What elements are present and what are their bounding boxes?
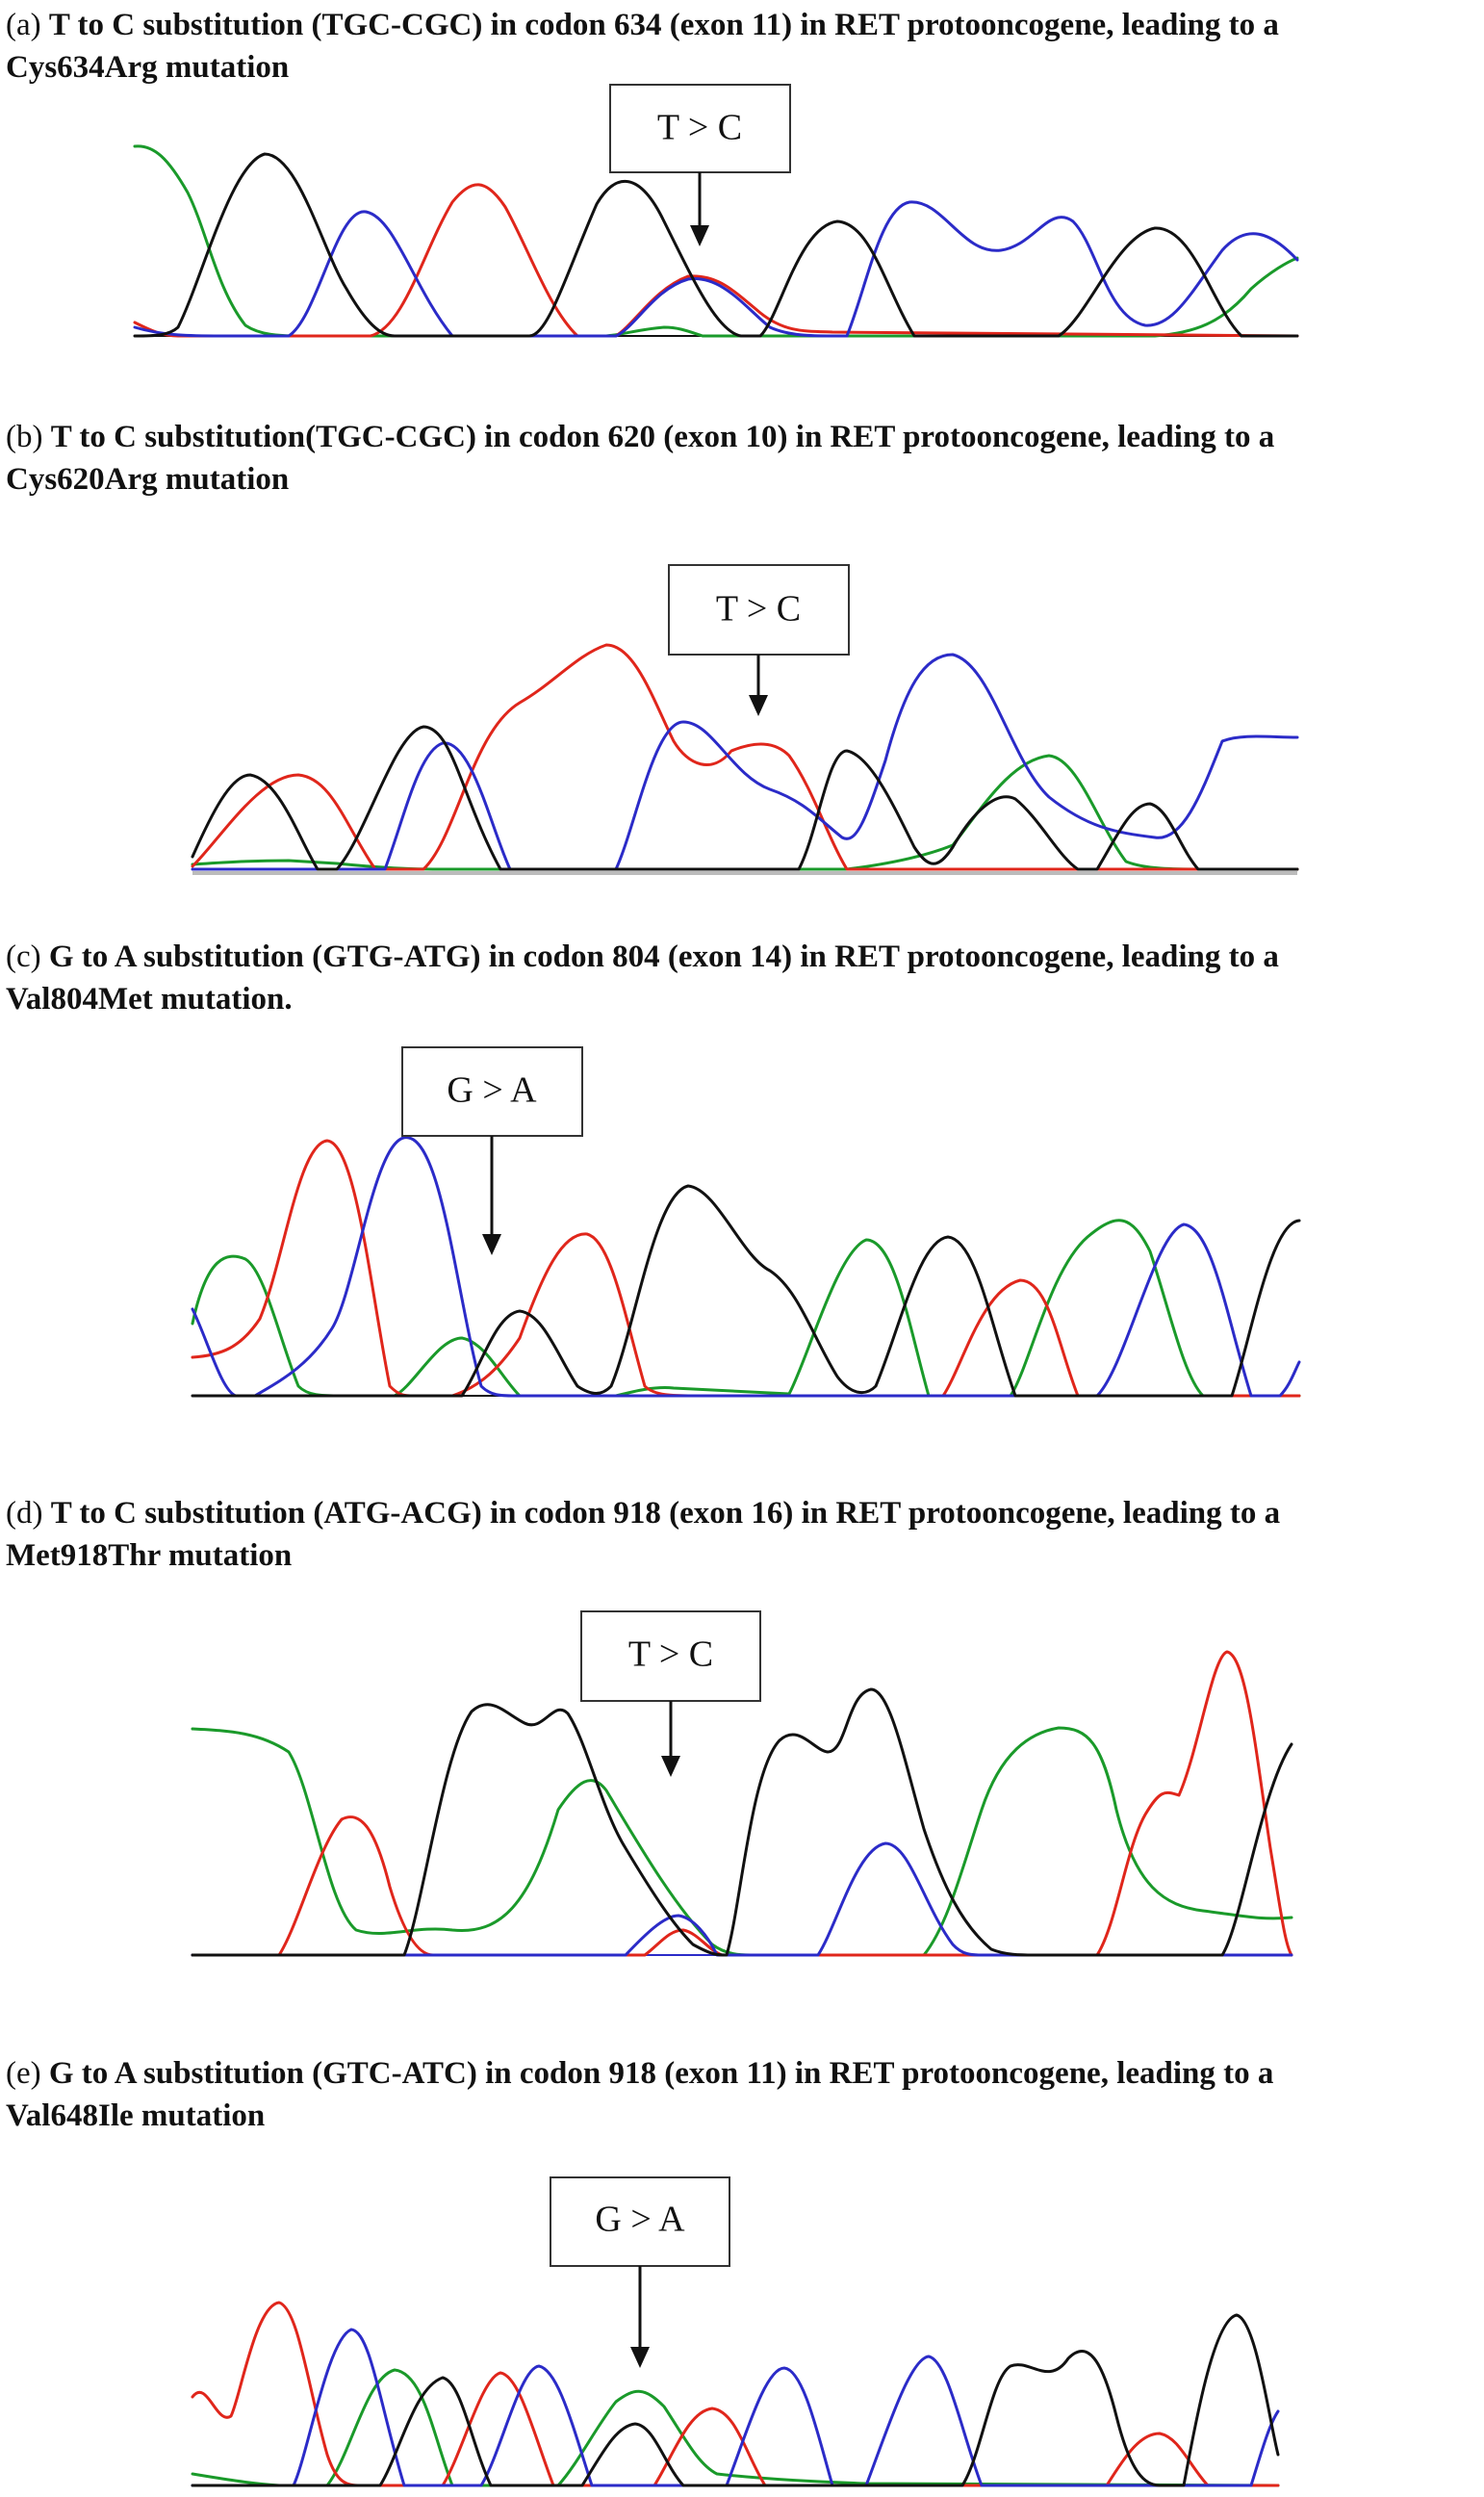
- panel-c-caption-line1: G to A substitution (GTG-ATG) in codon 8…: [48, 940, 1279, 974]
- panel-c-arrow-head: [482, 1234, 501, 1255]
- panel-b-caption: (b) T to C substitution(TGC-CGC) in codo…: [6, 416, 1478, 501]
- panel-a-caption-line1: T to C substitution (TGC-CGC) in codon 6…: [48, 8, 1279, 42]
- panel-e-label: (e): [6, 2056, 41, 2091]
- panel-b-arrow-head: [749, 695, 768, 716]
- panel-d-caption-line2: Met918Thr mutation: [6, 1538, 293, 1573]
- panel-c-caption-line2: Val804Met mutation.: [6, 982, 293, 1017]
- panel-e-trace-a: [191, 2368, 1280, 2487]
- panel-b-trace-g: [191, 725, 1299, 871]
- panel-c: (c) G to A substitution (GTG-ATG) in cod…: [0, 886, 1484, 1425]
- panel-a-trace-c: [133, 200, 1299, 338]
- panel-a-caption-line2: Cys634Arg mutation: [6, 50, 290, 85]
- panel-d-trace-g: [191, 1687, 1293, 1957]
- panel-c-chromatogram: G > A: [191, 1046, 1301, 1398]
- panel-a-trace-t: [133, 183, 1299, 338]
- panel-c-trace-g: [191, 1184, 1301, 1398]
- panel-c-label: (c): [6, 940, 41, 974]
- panel-e-callout-box: [550, 2176, 730, 2267]
- panel-a-chromatogram: T > C: [133, 84, 1299, 338]
- panel-e-trace-c: [191, 2328, 1280, 2487]
- panel-b-callout-text: T > C: [716, 589, 801, 630]
- panel-b-trace-t: [191, 643, 1299, 871]
- panel-a-callout-text: T > C: [657, 108, 742, 148]
- panel-c-caption: (c) G to A substitution (GTG-ATG) in cod…: [6, 936, 1478, 1020]
- panel-a-callout-box: [609, 84, 791, 173]
- panel-d-caption-line1: T to C substitution (ATG-ACG) in codon 9…: [50, 1496, 1281, 1531]
- panel-b-trace-c: [191, 653, 1299, 871]
- panel-a-label: (a): [6, 8, 41, 42]
- panel-d-callout-text: T > C: [628, 1635, 713, 1675]
- panel-c-callout-box: [401, 1046, 583, 1137]
- panel-a-caption: (a) T to C substitution (TGC-CGC) in cod…: [6, 4, 1478, 89]
- panel-d-caption: (d) T to C substitution (ATG-ACG) in cod…: [6, 1492, 1478, 1577]
- panel-e: (e) G to A substitution (GTC-ATC) in cod…: [0, 1973, 1484, 2497]
- panel-b-label: (b): [6, 420, 43, 454]
- panel-b-caption-line1: T to C substitution(TGC-CGC) in codon 62…: [50, 420, 1275, 454]
- panel-c-trace-t: [191, 1139, 1301, 1398]
- panel-c-trace-c: [191, 1136, 1301, 1398]
- panel-d-trace-a: [191, 1726, 1293, 1957]
- panel-a: (a) T to C substitution (TGC-CGC) in cod…: [0, 0, 1484, 385]
- panel-e-arrow-head: [630, 2347, 650, 2368]
- panel-e-trace-t: [191, 2301, 1280, 2487]
- panel-b-chromatogram: T > C: [191, 564, 1299, 875]
- panel-b: (b) T to C substitution(TGC-CGC) in codo…: [0, 385, 1484, 886]
- panel-e-chromatogram: G > A: [191, 2176, 1280, 2487]
- panel-c-callout-text: G > A: [447, 1070, 537, 1111]
- panel-e-caption: (e) G to A substitution (GTC-ATC) in cod…: [6, 2052, 1478, 2137]
- panel-e-trace-g: [191, 2313, 1280, 2487]
- panel-a-arrow-head: [690, 225, 709, 246]
- panel-d-label: (d): [6, 1496, 43, 1531]
- panel-b-caption-line2: Cys620Arg mutation: [6, 462, 290, 497]
- panel-d-trace-t: [191, 1650, 1293, 1957]
- panel-d-chromatogram: T > C: [191, 1610, 1293, 1957]
- panel-e-caption-line2: Val648Ile mutation: [6, 2098, 266, 2133]
- panel-a-trace-g: [133, 152, 1299, 338]
- panel-d: (d) T to C substitution (ATG-ACG) in cod…: [0, 1425, 1484, 1973]
- panel-d-arrow-head: [661, 1756, 680, 1777]
- panel-d-trace-c: [191, 1841, 1293, 1957]
- panel-e-callout-text: G > A: [595, 2200, 685, 2240]
- panel-e-caption-line1: G to A substitution (GTC-ATC) in codon 9…: [48, 2056, 1274, 2091]
